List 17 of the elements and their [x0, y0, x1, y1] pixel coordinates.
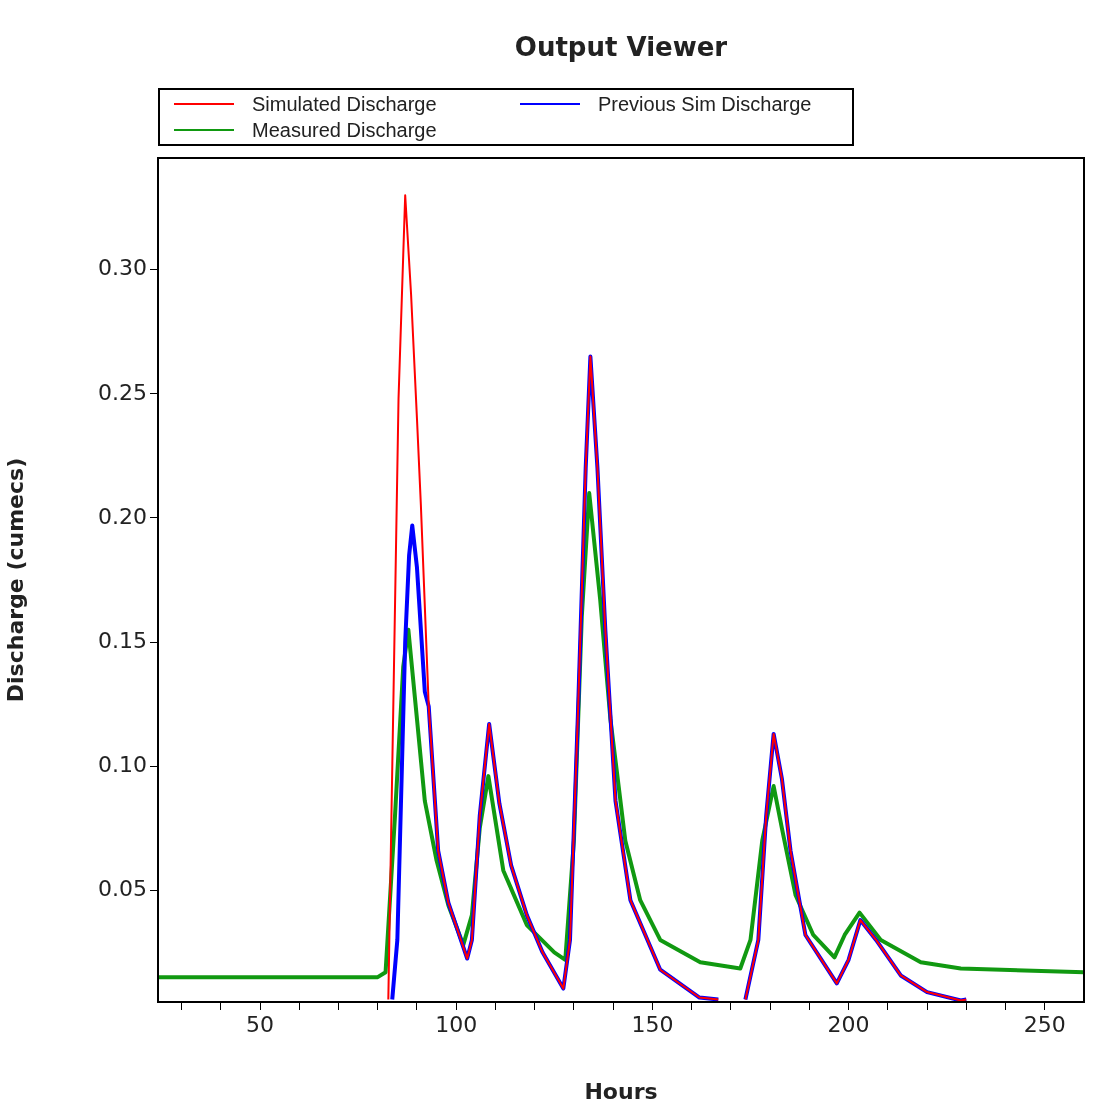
legend-label: Previous Sim Discharge [598, 92, 812, 116]
y-tick-label: 0.30 [98, 255, 147, 281]
chart-title: Output Viewer [513, 32, 729, 62]
x-tick-label: 150 [631, 1011, 674, 1037]
x-tick-label: 100 [435, 1011, 478, 1037]
x-tick-label: 200 [827, 1011, 870, 1037]
legend-label: Simulated Discharge [252, 92, 437, 116]
y-tick-label: 0.15 [98, 627, 147, 653]
y-tick-label: 0.20 [98, 503, 147, 529]
x-tick-label: 50 [246, 1011, 275, 1037]
y-tick-label: 0.05 [98, 876, 147, 902]
y-tick-label: 0.25 [98, 379, 147, 405]
x-axis-title: Hours [584, 1078, 658, 1104]
legend-label: Measured Discharge [252, 118, 437, 142]
y-tick-label: 0.10 [98, 751, 147, 777]
x-tick-label: 250 [1023, 1011, 1066, 1037]
y-axis-title: Discharge (cumecs) [2, 457, 28, 703]
